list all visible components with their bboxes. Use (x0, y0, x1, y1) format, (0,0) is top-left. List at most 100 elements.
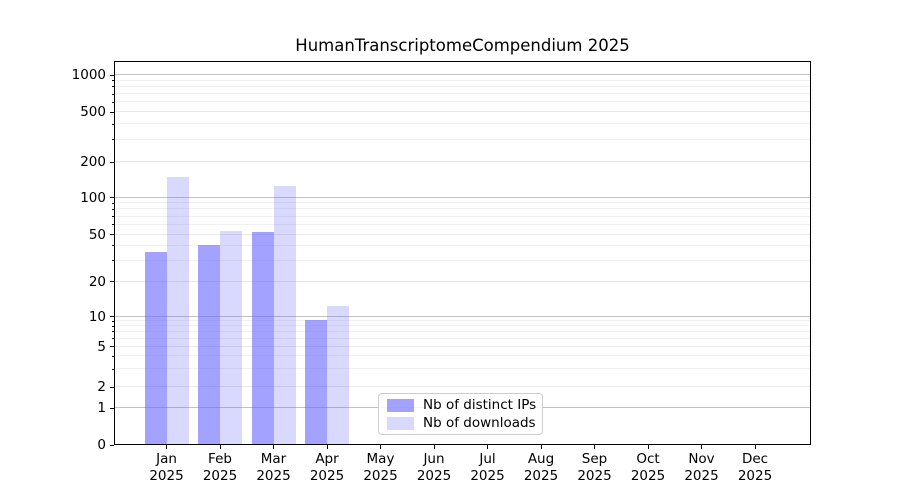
y-gridline-minor (115, 101, 810, 103)
x-tick (540, 445, 542, 449)
bar-ips-feb (198, 245, 220, 444)
y-tick-minor (112, 139, 114, 141)
y-tick-minor (112, 245, 114, 247)
x-tick (273, 445, 274, 449)
x-tick-label-year: 2025 (416, 467, 452, 484)
y-gridline-minor (115, 223, 810, 225)
y-tick-label: 0 (97, 437, 106, 453)
x-tick-label-month: Jul (479, 451, 496, 467)
y-tick-minor (112, 208, 114, 210)
y-gridline (115, 345, 810, 347)
y-tick (110, 111, 114, 113)
y-tick-label: 2 (97, 379, 106, 395)
x-tick-label-year: 2025 (737, 467, 773, 484)
y-tick-label: 20 (88, 273, 106, 290)
bar-downloads-mar (273, 185, 296, 444)
y-gridline-minor (115, 337, 810, 339)
chart-title: HumanTranscriptomeCompendium 2025 (295, 36, 630, 55)
y-gridline-minor (115, 123, 810, 125)
x-tick-label-month: Jan (156, 451, 177, 467)
y-tick-minor (112, 101, 114, 103)
y-gridline-minor (115, 215, 810, 217)
y-tick-minor (112, 331, 114, 333)
bar-ips-jan (144, 251, 167, 444)
x-tick-label-month: Oct (636, 451, 660, 467)
y-gridline-minor (115, 208, 810, 210)
y-tick (110, 197, 114, 198)
y-gridline-minor (115, 138, 810, 140)
x-tick (594, 445, 595, 449)
x-tick (701, 445, 702, 449)
y-tick (110, 407, 114, 409)
y-tick-label: 5 (97, 338, 106, 355)
x-tick-label: Aug 2025 (510, 451, 572, 484)
y-gridline-minor (115, 320, 810, 322)
x-tick-label: May 2025 (350, 451, 412, 484)
x-tick-label-year: 2025 (630, 467, 666, 484)
x-tick-label-month: Feb (208, 451, 232, 467)
y-tick (110, 346, 114, 347)
y-gridline-minor (115, 355, 810, 357)
y-tick (110, 444, 114, 446)
x-tick-label: Jul 2025 (457, 451, 519, 484)
y-gridline (115, 196, 810, 198)
y-tick-minor (112, 86, 114, 88)
y-tick (110, 386, 114, 388)
y-tick-label: 10 (88, 308, 106, 325)
y-gridline (115, 315, 810, 317)
y-tick-minor (112, 320, 114, 322)
y-gridline (115, 386, 810, 387)
x-tick (166, 445, 167, 449)
x-tick-label: Nov 2025 (671, 451, 733, 484)
legend-swatch-downloads (387, 416, 414, 430)
y-tick-label: 500 (80, 104, 106, 120)
x-tick (754, 445, 756, 449)
y-tick-minor (112, 368, 114, 370)
x-tick-label-month: Apr (315, 451, 339, 467)
x-tick-label: Oct 2025 (617, 451, 679, 484)
plot-area (114, 61, 811, 445)
y-tick-label: 200 (80, 154, 106, 170)
y-tick (110, 281, 114, 283)
bar-ips-mar (251, 232, 274, 444)
bar-downloads-apr (327, 306, 349, 444)
x-tick-label-year: 2025 (684, 467, 719, 484)
legend-label-downloads: Nb of downloads (423, 415, 536, 431)
y-tick-minor (112, 355, 114, 357)
x-tick-label-month: Sep (581, 451, 608, 467)
y-gridline-minor (115, 259, 810, 261)
legend-row-distinct-ips: Nb of distinct IPs (387, 396, 537, 414)
y-gridline (115, 280, 810, 282)
y-tick-minor (112, 123, 114, 125)
y-tick (110, 316, 114, 317)
x-tick-label-month: Nov (688, 451, 715, 467)
x-tick-label-year: 2025 (256, 467, 291, 484)
x-tick-label-year: 2025 (363, 467, 398, 484)
x-tick (380, 445, 381, 449)
x-tick-label: Apr 2025 (296, 451, 358, 484)
x-tick-label-month: Mar (260, 451, 287, 467)
x-tick-label-year: 2025 (202, 467, 238, 484)
y-tick-minor (112, 216, 114, 218)
x-tick-label-year: 2025 (577, 467, 612, 484)
bar-downloads-feb (220, 231, 242, 444)
y-gridline-minor (115, 325, 810, 327)
bar-ips-apr (305, 320, 327, 444)
y-tick (110, 74, 114, 76)
x-tick-label: Jan 2025 (136, 451, 198, 484)
x-tick-label: Feb 2025 (189, 451, 251, 484)
x-tick (433, 445, 435, 449)
x-tick-label-year: 2025 (149, 467, 184, 484)
y-tick-minor (112, 224, 114, 226)
x-tick-label-year: 2025 (470, 467, 505, 484)
x-tick-label-month: May (366, 451, 395, 467)
y-gridline-minor (115, 368, 810, 370)
y-tick-label: 1 (97, 400, 106, 416)
y-tick-minor (112, 80, 114, 82)
x-tick-label: Dec 2025 (724, 451, 786, 484)
x-tick (487, 445, 488, 449)
y-tick-minor (112, 260, 114, 262)
x-tick-label-month: Jun (423, 451, 445, 467)
legend-label-distinct-ips: Nb of distinct IPs (423, 397, 537, 413)
